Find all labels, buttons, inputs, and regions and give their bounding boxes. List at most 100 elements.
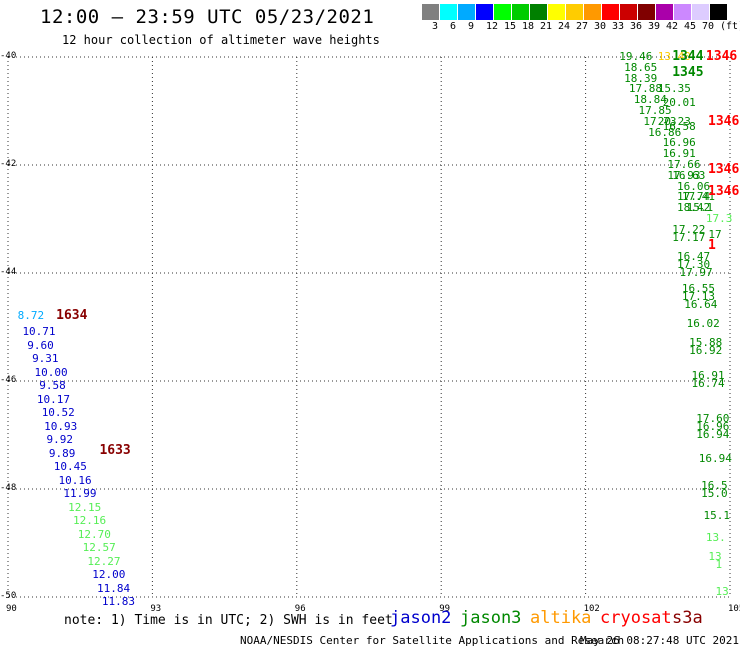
longitude-label: 102 [583, 604, 600, 614]
swh-value: 16.91 [691, 368, 725, 382]
swh-value: 10.17 [36, 392, 70, 406]
legend-item-cryosat: cryosat [600, 608, 672, 628]
swh-value: 17 [708, 228, 722, 242]
map-title: 12:00 — 23:59 UTC 05/23/2021 [40, 6, 375, 28]
swh-value: 17.73 [643, 114, 677, 128]
color-scale-label: 18 [522, 21, 535, 32]
legend-item-altika: altika [530, 608, 592, 628]
swh-value: 16.58 [662, 120, 696, 134]
color-swatch [458, 4, 476, 20]
color-scale-label: 15 [504, 21, 517, 32]
legend-item-jason2: jason2 [390, 608, 452, 628]
pass-time-label: 1346 [708, 184, 740, 199]
swh-value: 11.99 [63, 487, 97, 501]
color-scale-label: 21 [540, 21, 553, 32]
swh-value: 16.94 [696, 428, 730, 441]
pass-time-label: 1346 [708, 113, 740, 129]
swh-value: 10.45 [53, 460, 87, 474]
swh-value: 16.94 [698, 452, 732, 466]
swh-value: 18.65 [624, 60, 658, 74]
swh-value: 16.64 [684, 298, 718, 312]
swh-value: 10.71 [22, 325, 56, 339]
pass-time-label: 1634 [56, 308, 88, 324]
longitude-label: 99 [439, 604, 451, 614]
color-scale-label: 42 [666, 21, 679, 32]
swh-value: 17.60 [696, 411, 730, 425]
swh-value: 16.47 [677, 249, 711, 263]
color-swatch [602, 4, 620, 20]
footer-note: note: 1) Time is in UTC; 2) SWH is in fe… [64, 613, 393, 628]
footer-credit: NOAA/NESDIS Center for Satellite Applica… [240, 634, 625, 647]
swh-value: 17.17 [672, 230, 706, 244]
color-scale-label: 30 [594, 21, 607, 32]
swh-value: 17.88 [628, 82, 663, 96]
color-swatch [422, 4, 440, 20]
color-swatch [512, 4, 530, 20]
color-swatch [566, 4, 584, 20]
swh-value: 15.1 [686, 201, 714, 215]
swh-value: 11.83 [101, 595, 135, 609]
swh-value: 12.70 [77, 527, 111, 541]
color-swatch [620, 4, 638, 20]
swh-value: 17.22 [672, 222, 706, 236]
swh-value: 12.16 [72, 514, 107, 528]
swh-value: 10.93 [44, 419, 78, 433]
color-swatch [548, 4, 566, 20]
swh-value: 17.66 [667, 158, 701, 171]
swh-value: 9.60 [27, 338, 54, 352]
longitude-label: 96 [294, 604, 306, 614]
swh-value: 16.63 [672, 168, 706, 182]
legend-item-jason3: jason3 [460, 608, 522, 628]
swh-value: 19.46 [619, 50, 653, 63]
swh-value: 17.97 [679, 266, 713, 279]
pass-time-label: 1 [708, 238, 716, 253]
color-scale-label: 9 [468, 21, 475, 32]
color-scale-label: 45 [684, 21, 697, 32]
color-swatch [476, 4, 494, 20]
swh-value: 10.52 [41, 406, 75, 420]
color-scale-label: 3 [432, 21, 439, 32]
swh-value: 12.00 [92, 568, 126, 582]
swh-value: 17.30 [677, 257, 711, 271]
latitude-label: -44 [0, 267, 17, 277]
swh-value: 12.15 [68, 500, 102, 514]
swh-value: 15.88 [689, 336, 723, 350]
swh-value: 18.39 [624, 71, 658, 85]
swh-value: 20.23 [657, 114, 691, 128]
color-scale-label: 39 [648, 21, 661, 32]
swh-value: 13. [705, 530, 726, 544]
swh-value: 13.40 [657, 50, 691, 63]
color-scale-bar [422, 4, 728, 20]
color-scale-label: 70 [702, 21, 715, 32]
swh-value: 9.89 [48, 446, 76, 460]
latitude-label: -40 [0, 51, 17, 61]
swh-value: 16.86 [648, 125, 682, 139]
pass-time-label: 1344 [672, 49, 704, 64]
color-scale-label: 6 [450, 21, 457, 32]
longitude-label: 93 [150, 604, 162, 614]
color-scale-label: 24 [558, 21, 571, 32]
pass-time-label: 1345 [672, 65, 704, 81]
legend-item-s3a: s3a [672, 608, 703, 628]
color-scale-label: 27 [576, 21, 589, 32]
pass-time-label: 1346 [708, 162, 740, 178]
swh-value: 15.1 [703, 509, 731, 522]
swh-value: 9.92 [46, 433, 74, 447]
swh-value: 17.74 [677, 190, 711, 204]
swh-value: 17.85 [638, 104, 672, 117]
swh-value: 17.13 [681, 290, 715, 304]
color-scale-label: 33 [612, 21, 625, 32]
swh-value: 10.16 [58, 473, 92, 487]
color-swatch [692, 4, 710, 20]
footer-timestamp: May 26 08:27:48 UTC 2021 [580, 634, 739, 647]
swh-value: 17.41 [681, 190, 715, 204]
color-swatch [638, 4, 656, 20]
latitude-label: -42 [0, 159, 17, 169]
swh-value: 1 [715, 557, 723, 571]
latitude-label: -48 [0, 483, 17, 493]
swh-value: 16.02 [686, 317, 720, 331]
color-swatch [674, 4, 692, 20]
color-swatch [584, 4, 602, 20]
longitude-label: 90 [6, 604, 17, 614]
